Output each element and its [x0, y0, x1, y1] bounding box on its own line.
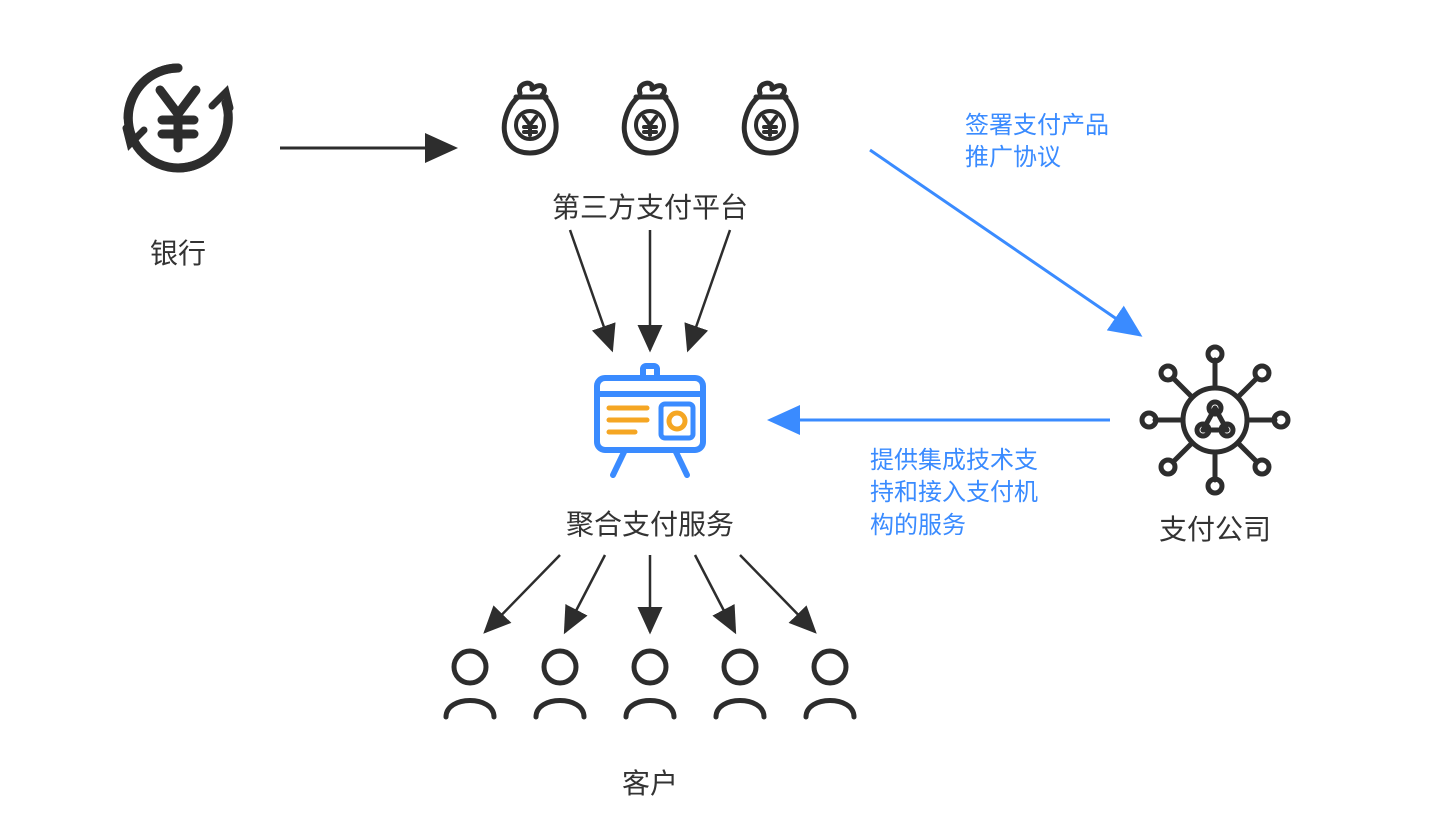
customers-icon: [430, 640, 870, 740]
edge-thirdparty-to-paymentco: [870, 150, 1140, 335]
bank-label: 银行: [148, 232, 208, 272]
edge-label-sign-agreement: 签署支付产品推广协议: [965, 110, 1165, 175]
edges-aggregate-to-customers: [485, 555, 815, 632]
third-party-label: 第三方支付平台: [550, 186, 750, 226]
payment-company-label: 支付公司: [1150, 508, 1280, 548]
edge-label-provide-service: 提供集成技术支持和接入支付机构的服务: [870, 445, 1080, 542]
aggregate-service-icon: [585, 360, 715, 490]
bank-icon: [118, 58, 238, 178]
aggregate-label: 聚合支付服务: [560, 503, 740, 543]
customers-label: 客户: [620, 762, 680, 802]
money-bags-icon: [480, 70, 820, 180]
diagram-canvas: 银行 第三方支付平台 聚合支付服务 支付公司 客户 签署支付产品推广协议 提供集…: [0, 0, 1447, 828]
edges-thirdparty-to-aggregate: [570, 230, 730, 350]
payment-company-icon: [1135, 340, 1295, 500]
